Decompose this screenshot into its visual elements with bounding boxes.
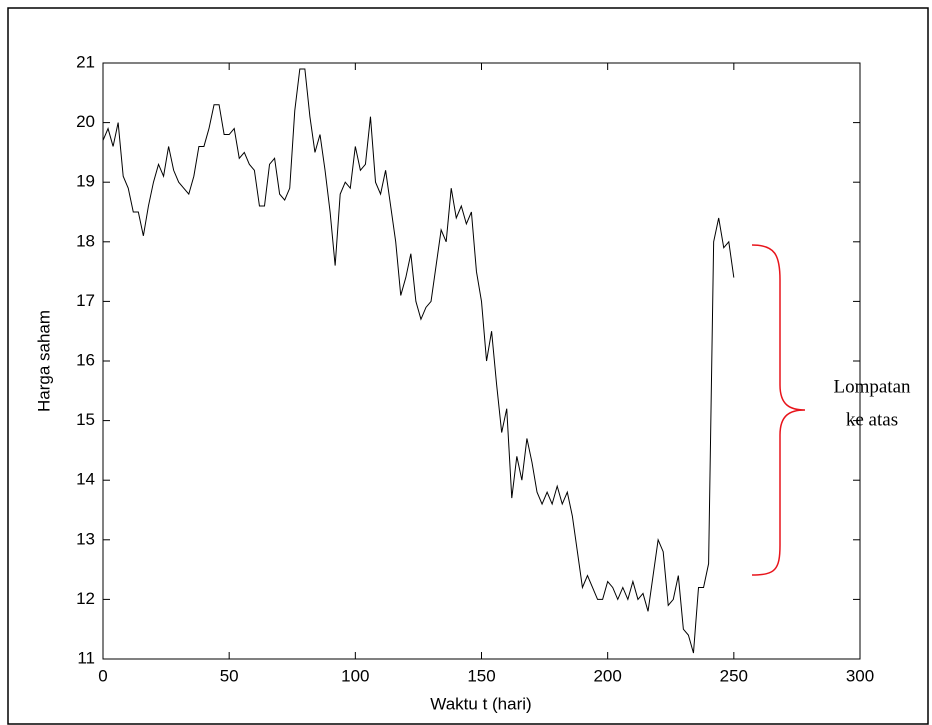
price-line (102, 68, 735, 654)
y-tick-label: 20 (76, 112, 95, 131)
y-tick-label: 12 (76, 589, 95, 608)
y-tick-label: 18 (76, 231, 95, 250)
x-axis-label: Waktu t (hari) (430, 694, 531, 713)
x-tick-label: 0 (98, 666, 107, 685)
annotation-text: ke atas (846, 409, 898, 430)
y-tick-label: 19 (76, 172, 95, 191)
y-tick-label: 17 (76, 291, 95, 310)
y-tick-label: 15 (76, 410, 95, 429)
y-axis-label: Harga saham (34, 310, 53, 412)
y-tick-label: 11 (77, 648, 95, 667)
x-tick-label: 200 (593, 666, 621, 685)
x-tick-label: 150 (467, 666, 495, 685)
x-tick-label: 300 (846, 666, 874, 685)
y-tick-label: 21 (76, 52, 95, 71)
y-tick-label: 14 (76, 470, 95, 489)
x-tick-label: 50 (220, 666, 239, 685)
x-tick-label: 250 (720, 666, 748, 685)
brace (751, 244, 806, 576)
frame (7, 7, 929, 725)
annotation-text: Lompatan (833, 376, 911, 397)
y-tick-label: 13 (76, 529, 95, 548)
y-tick-label: 16 (76, 350, 95, 369)
x-tick-label: 100 (341, 666, 369, 685)
